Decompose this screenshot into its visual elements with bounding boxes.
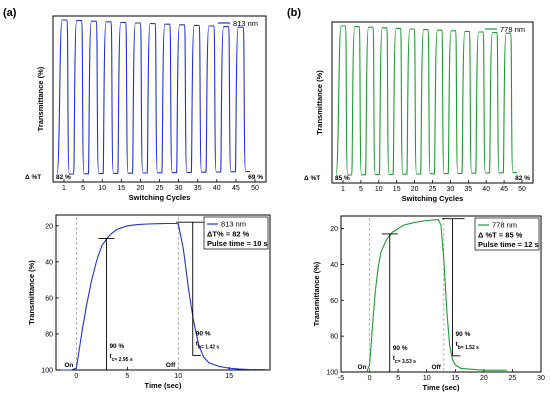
y-tick-label-b_bottom-4: 100 — [326, 370, 338, 377]
on-label-b_bottom: On — [358, 364, 367, 371]
x-tick-label-b_bottom-0: -5 — [338, 375, 344, 382]
x-tick-label-a_top-0: 1 — [62, 185, 66, 192]
y-tick-label-b_bottom-3: 80 — [330, 334, 338, 341]
x-tick-label-b_top-4: 20 — [411, 186, 419, 193]
y-tick-label-a_bottom-3: 80 — [45, 331, 53, 338]
plot-frame-b_bottom — [340, 215, 542, 373]
x-tick-label-b_bottom-1: 0 — [368, 375, 372, 382]
delta-label-b_top: Δ %T — [304, 175, 320, 182]
legend-label-b_bottom: 778 nm — [492, 221, 517, 230]
panel-label-b: (b) — [287, 7, 301, 19]
x-tick-label-b_bottom-4: 15 — [451, 375, 459, 382]
legend-label-a_bottom: 813 nm — [221, 220, 246, 229]
x-tick-label-a_top-7: 35 — [194, 185, 202, 192]
bleaching-time-a_bottom: tb= 1.42 s — [196, 341, 220, 351]
legend-label-a_top: 813 nm — [233, 19, 258, 28]
legend-b_bottom — [474, 217, 540, 251]
x-tick-label-b_top-7: 35 — [464, 186, 472, 193]
y-axis-label-b_top: Transmittance (%) — [315, 70, 324, 135]
y-tick-label-a_bottom-4: 100 — [41, 368, 53, 375]
legend-line-2-a_bottom: Pulse time = 10 s — [207, 239, 268, 248]
x-tick-label-b_bottom-7: 30 — [537, 375, 545, 382]
legend-box-a_bottom — [203, 216, 269, 250]
end-value-b_top: 82 % — [515, 175, 530, 182]
start-value-a_top: 82 % — [56, 174, 71, 181]
x-tick-label-b_top-8: 40 — [482, 186, 490, 193]
x-tick-label-a_top-10: 50 — [251, 185, 259, 192]
on-label-a_bottom: On — [64, 362, 73, 369]
y-axis-label-b_bottom: Transmittance (%) — [312, 261, 321, 326]
x-tick-label-b_top-5: 25 — [429, 186, 437, 193]
x-tick-label-b_bottom-6: 25 — [509, 375, 517, 382]
x-tick-label-b_top-3: 15 — [393, 186, 401, 193]
y-tick-label-b_bottom-1: 40 — [330, 262, 338, 269]
legend-line-2-b_bottom: Pulse time = 12 s — [478, 240, 539, 249]
x-tick-label-a_top-5: 25 — [156, 185, 164, 192]
off-label-a_bottom: Off — [166, 362, 176, 369]
y-tick-label-b_bottom-0: 20 — [330, 226, 338, 233]
x-tick-label-b_top-6: 30 — [447, 186, 455, 193]
x-tick-label-a_top-4: 20 — [137, 185, 145, 192]
legend-label-b_top: 778 nm — [500, 25, 525, 34]
legend-box-b_bottom — [474, 217, 540, 251]
coloration-time-a_bottom: tc= 2.95 s — [109, 353, 132, 363]
x-tick-label-b_top-1: 5 — [359, 186, 363, 193]
start-value-b_top: 85 % — [335, 175, 350, 182]
x-tick-label-a_bottom-2: 10 — [174, 373, 182, 380]
x-tick-label-b_top-2: 10 — [375, 186, 383, 193]
y-tick-label-a_bottom-2: 60 — [45, 295, 53, 302]
x-tick-label-a_top-9: 45 — [232, 185, 240, 192]
end-value-a_top: 69 % — [248, 174, 263, 181]
series-line-b_top — [335, 25, 517, 176]
x-tick-label-b_top-9: 45 — [500, 186, 508, 193]
y-tick-label-b_bottom-2: 60 — [330, 298, 338, 305]
plot-frame-b_top — [331, 21, 534, 184]
x-tick-label-b_top-10: 50 — [518, 186, 526, 193]
x-tick-label-b_top-0: 1 — [341, 186, 345, 193]
coloration-percent-b_bottom: 90 % — [393, 345, 408, 352]
x-tick-label-b_bottom-2: 5 — [396, 375, 400, 382]
x-tick-label-b_bottom-5: 20 — [480, 375, 488, 382]
x-tick-label-a_top-8: 40 — [213, 185, 221, 192]
x-axis-label-b_top: Switching Cycles — [402, 194, 464, 203]
x-axis-label-a_top: Switching Cycles — [129, 193, 191, 202]
legend-a_bottom — [203, 216, 269, 250]
x-tick-label-a_top-1: 5 — [81, 185, 85, 192]
x-tick-label-b_bottom-3: 10 — [423, 375, 431, 382]
delta-label-a_top: Δ %T — [25, 174, 41, 181]
bleaching-percent-a_bottom: 90 % — [196, 331, 211, 338]
x-tick-label-a_top-2: 10 — [98, 185, 106, 192]
coloration-time-b_bottom: tc= 3.53 s — [393, 355, 416, 365]
series-line-a_top — [56, 19, 250, 175]
coloration-percent-a_bottom: 90 % — [109, 343, 124, 350]
x-tick-label-a_top-3: 15 — [117, 185, 125, 192]
x-axis-label-b_bottom: Time (sec) — [423, 383, 460, 392]
x-tick-label-a_bottom-3: 15 — [225, 373, 233, 380]
x-tick-label-a_top-6: 30 — [175, 185, 183, 192]
x-axis-label-a_bottom: Time (sec) — [145, 381, 182, 390]
legend-line-1-a_bottom: ΔT% = 82 % — [207, 230, 250, 239]
off-label-b_bottom: Off — [431, 364, 441, 371]
bleaching-percent-b_bottom: 90 % — [456, 331, 471, 338]
plot-frame-a_bottom — [55, 214, 271, 371]
panel-label-a: (a) — [3, 7, 17, 19]
plot-frame-a_top — [52, 15, 267, 183]
y-axis-label-a_top: Transmittance (%) — [36, 66, 45, 131]
series-line-a_bottom — [61, 222, 265, 371]
legend-line-1-b_bottom: Δ %T = 85 % — [478, 231, 523, 240]
y-tick-label-a_bottom-0: 20 — [45, 223, 53, 230]
y-tick-label-a_bottom-1: 40 — [45, 259, 53, 266]
series-line-b_bottom — [366, 219, 507, 373]
y-axis-label-a_bottom: Transmittance (%) — [27, 260, 36, 325]
bleaching-time-b_bottom: tb= 1.52 s — [456, 341, 480, 351]
x-tick-label-a_bottom-1: 5 — [125, 373, 129, 380]
x-tick-label-a_bottom-0: 0 — [74, 373, 78, 380]
